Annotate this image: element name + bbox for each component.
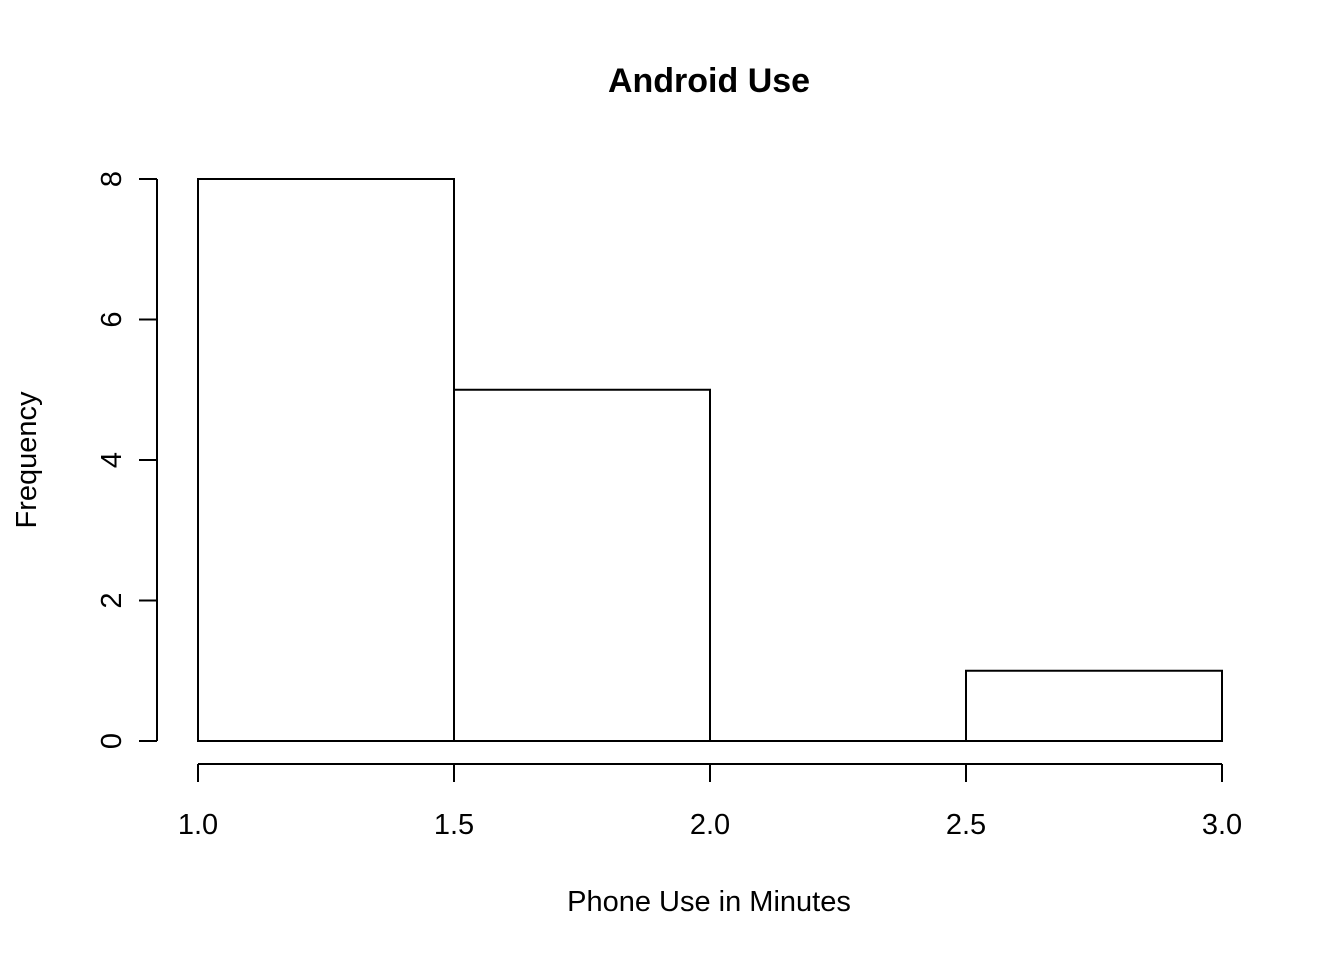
bars-group <box>197 178 1223 742</box>
x-tick-label: 1.0 <box>178 809 218 841</box>
x-tick-label: 2.0 <box>690 809 730 841</box>
y-tick-label: 6 <box>96 311 128 327</box>
y-tick-label: 2 <box>96 592 128 608</box>
histogram-bar <box>197 178 455 742</box>
x-axis: 1.0 1.5 2.0 2.5 3.0 <box>178 763 1242 841</box>
chart-title: Android Use <box>608 62 810 100</box>
y-tick-label: 8 <box>96 171 128 187</box>
y-tick-label: 0 <box>96 733 128 749</box>
histogram-bar <box>453 388 711 742</box>
histogram-bar <box>965 669 1223 742</box>
x-tick-label: 1.5 <box>434 809 474 841</box>
y-tick-label: 4 <box>96 452 128 468</box>
x-axis-label: Phone Use in Minutes <box>567 886 851 918</box>
y-axis: 0 2 4 6 8 <box>96 171 158 749</box>
x-tick-label: 3.0 <box>1202 809 1242 841</box>
y-axis-label: Frequency <box>11 391 43 529</box>
x-tick-label: 2.5 <box>946 809 986 841</box>
